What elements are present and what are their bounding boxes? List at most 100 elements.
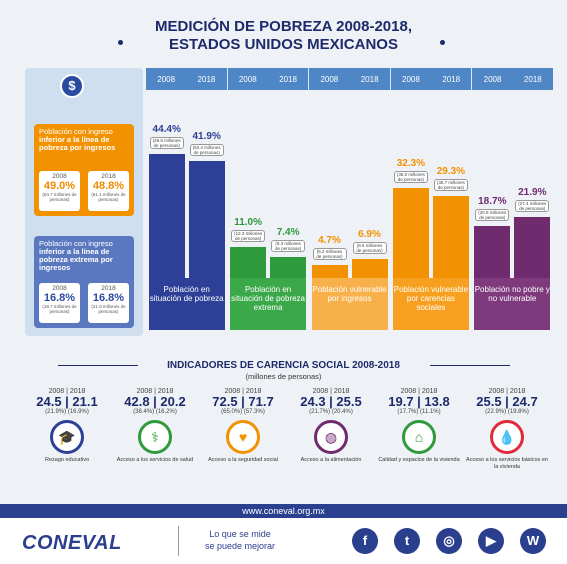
callout-text-lite: Población con ingreso <box>39 127 113 136</box>
millions-label: (54.7 millones de personas) <box>42 192 77 202</box>
bar-percent-label: 18.7% <box>478 195 507 207</box>
divider-left <box>58 365 138 366</box>
indicator-item: 2008 | 2018 24.3 | 25.5 (21.7%) (20.4%) ◍ Ac… <box>288 388 374 464</box>
indicator-values: 42.8 | 20.2 <box>124 394 186 409</box>
indicator-item: 2008 | 2018 19.7 | 13.8 (17.7%) (11.1%) ⌂ Ca… <box>376 388 462 464</box>
bar-percent-label: 44.4% <box>152 123 181 135</box>
slogan: Lo que se mide se puede mejorar <box>190 528 290 552</box>
website-url[interactable]: www.coneval.org.mx <box>0 504 567 518</box>
year-label: 2008 <box>483 74 502 84</box>
indicator-years: 2008 | 2018 <box>400 388 438 395</box>
indicator-years: 2008 | 2018 <box>312 388 350 395</box>
indicator-values: 25.5 | 24.7 <box>476 394 538 409</box>
year-header-bar: 2008 2018 2008 2018 2008 2018 2008 2018 2008… <box>146 68 553 90</box>
year-label: 2008 <box>52 173 67 180</box>
title-dot-left <box>118 40 123 45</box>
bar-percent-label: 4.7% <box>318 234 341 246</box>
percent-value: 16.8% <box>43 292 76 304</box>
year-label: 2018 <box>523 74 542 84</box>
faucet-icon: 💧 <box>490 420 524 454</box>
stat-2018: 2018 48.8% (61.1 millones de personas) <box>88 171 129 211</box>
year-label: 2008 <box>52 285 67 292</box>
indicator-label: Acceso a los servicios de salud <box>116 457 194 463</box>
callout-text: Población con ingreso inferior a la líne… <box>39 128 129 152</box>
bar-millions-label: (49.5 millones de personas) <box>149 136 184 149</box>
indicator-item: 2008 | 2018 24.5 | 21.1 (21.9%) (16.9%) 🎓 Re… <box>24 388 110 464</box>
bar-percent-label: 29.3% <box>436 165 466 177</box>
indicator-years: 2008 | 2018 <box>224 388 262 395</box>
millions-label: (21.0 millones de personas) <box>91 304 126 314</box>
indicator-percents: (21.7%) (20.4%) <box>309 409 353 415</box>
millions-label: (18.7 millones de personas) <box>42 304 77 314</box>
bar-percent-label: 41.9% <box>192 130 221 142</box>
callout-text: Población con ingreso inferior a la líne… <box>39 240 129 272</box>
divider-right <box>430 365 510 366</box>
house-hands-icon: ⌂ <box>402 420 436 454</box>
year-label: 2018 <box>360 74 379 84</box>
stat-2018: 2018 16.8% (21.0 millones de personas) <box>88 283 129 323</box>
indicator-label: Rezago educativo <box>44 457 90 463</box>
footer: CONEVAL Lo que se mide se puede mejorar … <box>0 518 567 564</box>
youtube-icon[interactable]: ▶ <box>478 528 504 554</box>
bar-percent-label: 32.3% <box>396 157 426 169</box>
indicator-label: Acceso a la alimentación <box>300 457 362 463</box>
page-title: MEDICIÓN DE POBREZA 2008-2018, ESTADOS U… <box>0 18 567 54</box>
indicator-item: 2008 | 2018 25.5 | 24.7 (22.9%) (19.8%) 💧 Ac… <box>464 388 550 471</box>
bar-percent-label: 21.9% <box>518 186 547 198</box>
stat-2008: 2008 16.8% (18.7 millones de personas) <box>39 283 80 323</box>
indicators-title: INDICADORES DE CARENCIA SOCIAL 2008-2018 <box>167 360 400 371</box>
bar-millions-label: (5.2 millones de personas) <box>312 247 347 260</box>
indicator-years: 2008 | 2018 <box>136 388 174 395</box>
bar-millions-label: (36.0 millones de personas) <box>393 170 428 183</box>
category-label: Población no pobre y no vulnerable <box>474 278 551 330</box>
percent-value: 16.8% <box>92 292 125 304</box>
indicator-label: Acceso a los servicios básicos en la viv… <box>466 457 548 470</box>
poverty-line-callout: Población con ingreso inferior a la líne… <box>34 124 134 216</box>
millions-label: (61.1 millones de personas) <box>91 192 126 202</box>
bar-millions-label: (27.4 millones de personas) <box>515 199 550 212</box>
indicator-years: 2008 | 2018 <box>488 388 526 395</box>
extreme-poverty-line-callout: Población con ingreso inferior a la líne… <box>34 236 134 328</box>
instagram-icon[interactable]: ◎ <box>436 528 462 554</box>
indicator-label: Acceso a la seguridad social <box>208 457 278 463</box>
money-icon: $ <box>60 74 84 98</box>
stat-2008: 2008 49.0% (54.7 millones de personas) <box>39 171 80 211</box>
bar-millions-label: (8.6 millones de personas) <box>352 241 387 254</box>
indicator-values: 24.3 | 25.5 <box>300 394 362 409</box>
slogan-line-1: Lo que se mide <box>209 529 271 539</box>
bar-percent-label: 6.9% <box>358 228 381 240</box>
indicator-values: 19.7 | 13.8 <box>388 394 450 409</box>
facebook-icon[interactable]: f <box>352 528 378 554</box>
indicator-values: 24.5 | 21.1 <box>36 394 98 409</box>
callout-text-bold: inferior a la línea de pobreza extrema p… <box>39 247 113 272</box>
indicator-percents: (38.4%) (16.2%) <box>133 409 177 415</box>
bar-millions-label: (9.3 millones de personas) <box>271 240 306 253</box>
year-label: 2018 <box>279 74 297 84</box>
year-label: 2008 <box>238 74 257 84</box>
callout-text-lite: Población con ingreso <box>39 239 113 248</box>
title-dot-right <box>440 40 445 45</box>
category-label: Población en situación de pobreza extrem… <box>230 278 307 330</box>
plate-icon: ◍ <box>314 420 348 454</box>
year-label: 2008 <box>157 74 176 84</box>
bar-millions-label: (20.9 millones de personas) <box>475 208 510 221</box>
indicator-percents: (17.7%) (11.1%) <box>397 409 441 415</box>
year-label: 2018 <box>442 74 461 84</box>
twitter-icon[interactable]: t <box>394 528 420 554</box>
year-label: 2008 <box>320 74 339 84</box>
slogan-line-2: se puede mejorar <box>204 541 276 551</box>
indicator-item: 2008 | 2018 72.5 | 71.7 (65.0%) (57.3%) ♥ Ac… <box>200 388 286 464</box>
category-label: Población en situación de pobreza <box>148 278 225 330</box>
indicator-percents: (21.9%) (16.9%) <box>45 409 89 415</box>
hands-icon: ♥ <box>226 420 260 454</box>
title-line-1: MEDICIÓN DE POBREZA 2008-2018, <box>154 18 413 35</box>
category-label: Población vulnerable por ingresos <box>311 278 388 330</box>
wordpress-icon[interactable]: W <box>520 528 546 554</box>
year-label: 2018 <box>101 285 116 292</box>
poverty-bar-chart: 44.4% (49.5 millones de personas) 41.9% (52… <box>146 90 553 330</box>
title-line-2: ESTADOS UNIDOS MEXICANOS <box>169 36 398 53</box>
indicator-years: 2008 | 2018 <box>48 388 86 395</box>
indicator-values: 72.5 | 71.7 <box>212 394 274 409</box>
bar-millions-label: (12.3 millones de personas) <box>231 230 266 243</box>
year-label: 2018 <box>197 74 216 84</box>
